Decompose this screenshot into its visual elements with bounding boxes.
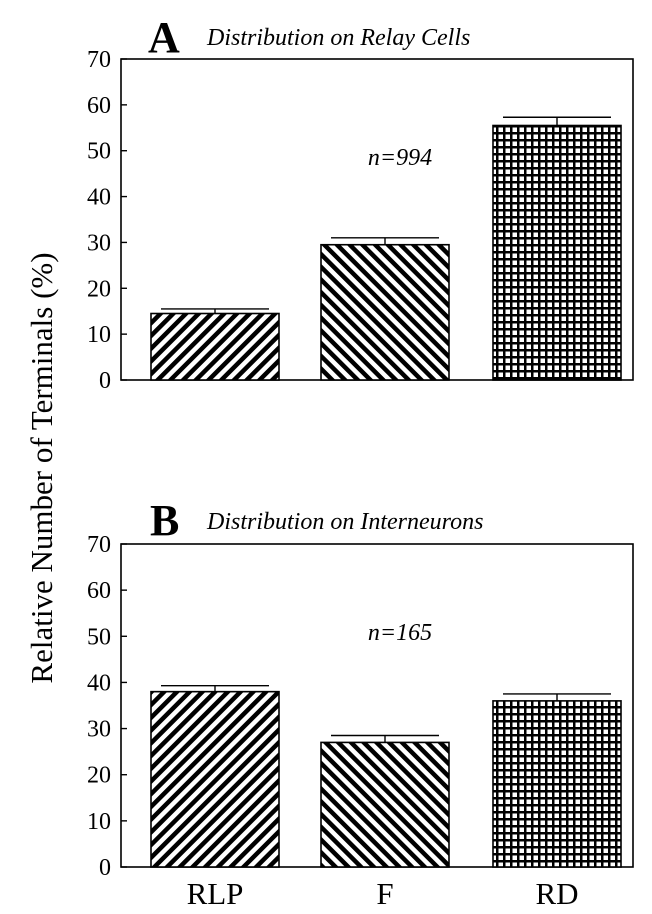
y-tick-label-b: 50	[87, 624, 111, 650]
panel-b-title: Distribution on Interneurons	[206, 509, 483, 535]
y-tick-label-b: 30	[87, 717, 111, 743]
x-category-label-f: F	[376, 876, 393, 911]
y-tick-label-a: 0	[99, 368, 111, 394]
y-tick-label-b: 10	[87, 809, 111, 835]
y-tick-label-b: 40	[87, 670, 111, 696]
bar-f-b	[320, 741, 450, 868]
panel-b: B Distribution on Interneurons 0 10 20 30 40…	[87, 496, 634, 911]
panel-b-letter: B	[150, 496, 179, 545]
bar-f-a	[320, 243, 450, 381]
panel-a: A Distribution on Relay Cells 0 10 20 30 40 5…	[87, 13, 634, 394]
y-tick-label-a: 20	[87, 276, 111, 302]
panel-b-plot: 0 10 20 30 40 50 60 70 RLP F RD	[87, 532, 634, 911]
x-category-label-rd: RD	[535, 876, 578, 911]
y-tick-label-b: 0	[99, 855, 111, 881]
y-tick-label-b: 60	[87, 578, 111, 604]
bar-rd-b	[492, 700, 622, 868]
y-tick-label-a: 60	[87, 93, 111, 119]
bar-rlp-b	[150, 690, 280, 868]
x-category-label-rlp: RLP	[187, 876, 244, 911]
panel-a-title: Distribution on Relay Cells	[206, 25, 470, 51]
panel-a-annotation: n=994	[368, 145, 432, 171]
bar-rd-a	[492, 124, 622, 381]
y-tick-label-a: 40	[87, 185, 111, 211]
y-tick-label-a: 10	[87, 322, 111, 348]
panel-b-annotation: n=165	[368, 620, 432, 646]
y-axis-label: Relative Number of Terminals (%)	[24, 252, 59, 683]
y-tick-label-a: 30	[87, 230, 111, 256]
y-tick-label-a: 70	[87, 47, 111, 73]
y-tick-label-b: 70	[87, 532, 111, 558]
panel-a-letter: A	[148, 13, 180, 62]
y-tick-label-b: 20	[87, 763, 111, 789]
y-tick-label-a: 50	[87, 139, 111, 165]
bar-rlp-a	[150, 312, 280, 381]
panel-a-plot: 0 10 20 30 40 50 60 70	[87, 47, 634, 394]
